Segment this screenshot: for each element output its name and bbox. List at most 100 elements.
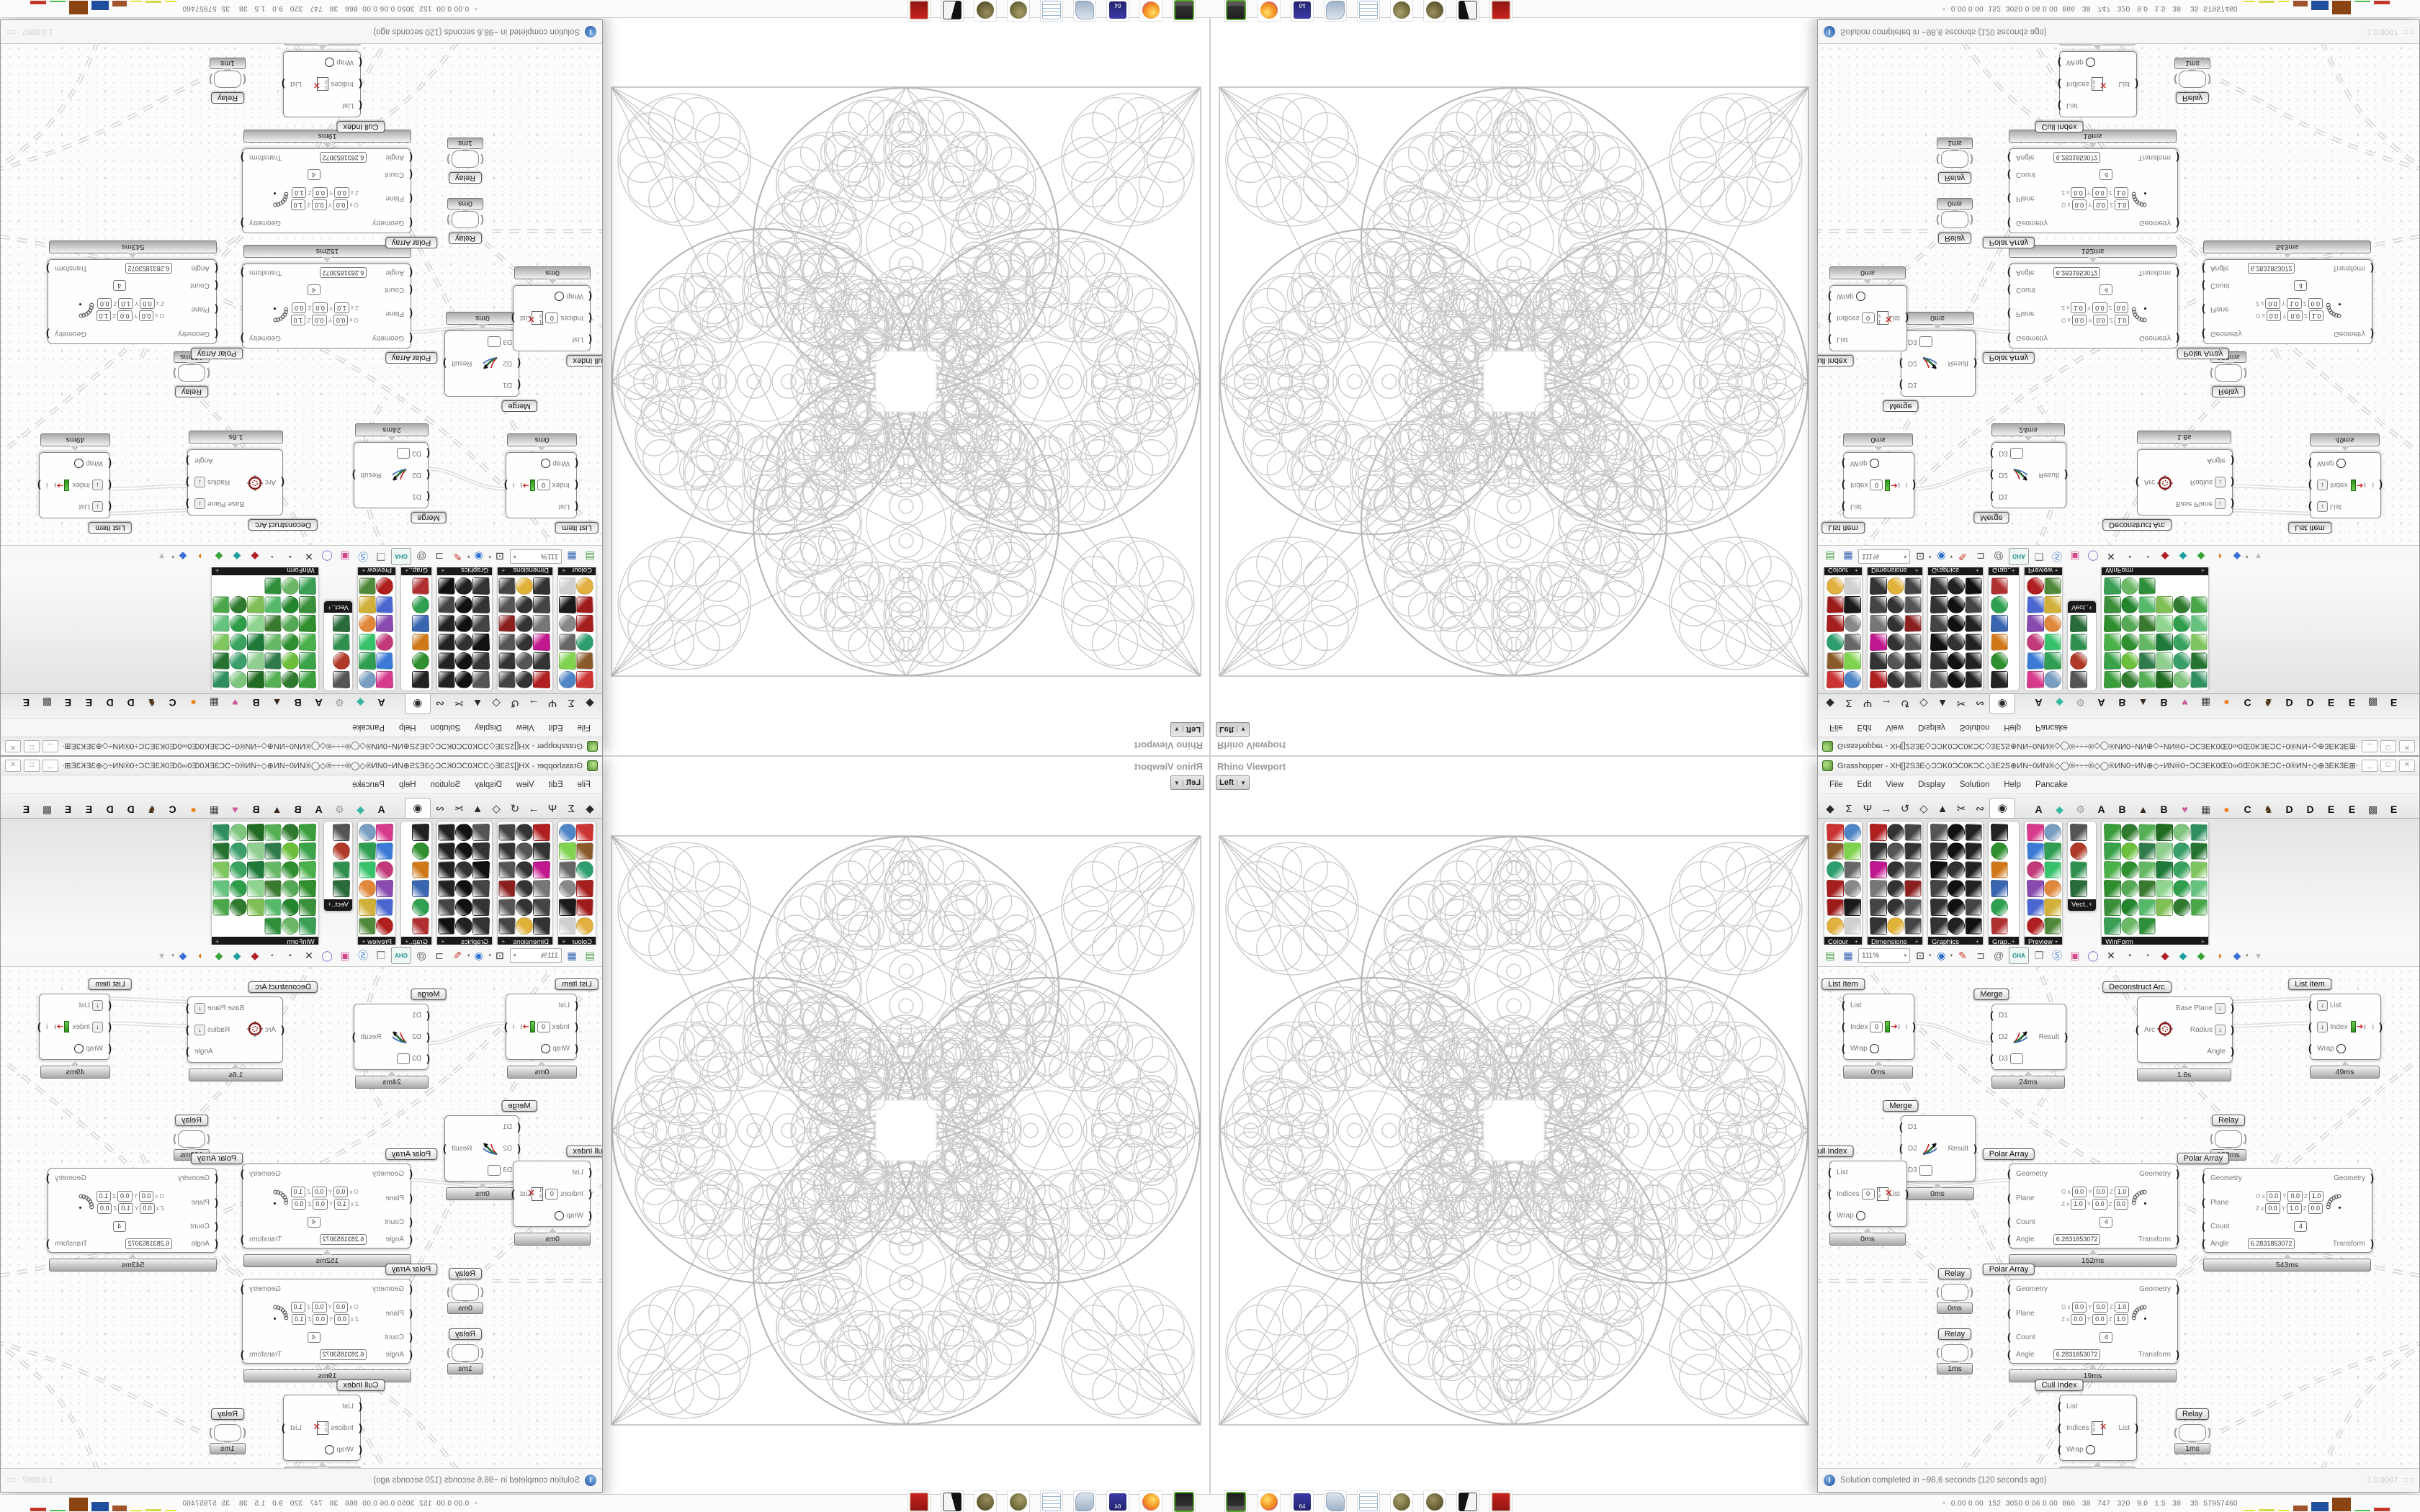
palette-component-icon[interactable] — [1930, 652, 1948, 670]
palette-component-icon[interactable] — [533, 652, 550, 670]
palette-group-label[interactable]: WinForm + — [2102, 567, 2209, 575]
palette-component-icon[interactable] — [1948, 615, 1965, 632]
node-label[interactable]: Relay — [448, 233, 483, 244]
viewport-view-tab[interactable]: Left ▼ — [1170, 775, 1204, 790]
palette-component-icon[interactable] — [229, 671, 247, 688]
tab-mesh[interactable]: ▲ — [1937, 803, 1948, 815]
palette-component-icon[interactable] — [1991, 577, 2008, 595]
output-hook[interactable]: ) — [2064, 469, 2068, 482]
palette-component-icon[interactable] — [1948, 824, 1965, 841]
node-label[interactable]: List Item — [89, 522, 132, 534]
palette-component-icon[interactable] — [376, 615, 394, 632]
node-label[interactable]: List Item — [1821, 522, 1865, 534]
resize-grip-icon[interactable]: ⁙⁙ — [2403, 1476, 2414, 1485]
palette-component-icon[interactable] — [2104, 824, 2122, 841]
output-hook[interactable]: ) — [173, 367, 176, 380]
palette-component-icon[interactable] — [264, 842, 282, 860]
palette-component-icon[interactable] — [1991, 652, 2008, 670]
input-hook[interactable]: ( — [1828, 312, 1832, 325]
palette-component-icon[interactable] — [281, 880, 299, 897]
plugin-tab-4[interactable]: B — [2118, 697, 2126, 708]
tab-curve[interactable]: ↺ — [1900, 803, 1910, 815]
palette-group-label[interactable]: Graphics + — [1928, 937, 1983, 945]
palette-component-icon[interactable] — [533, 880, 550, 897]
plugin-tab-15[interactable]: E — [2348, 697, 2356, 708]
output-hook[interactable]: ) — [186, 1023, 189, 1035]
palette-component-icon[interactable] — [516, 596, 533, 613]
output-hook[interactable]: ) — [46, 1237, 50, 1249]
palette-component-icon[interactable] — [2190, 899, 2208, 916]
taskbar-notepad-icon[interactable] — [1040, 0, 1063, 22]
plane-value[interactable]: 0.0 — [2308, 298, 2323, 309]
menu-item-display[interactable]: Display — [1918, 780, 1945, 789]
taskbar-goat-icon[interactable] — [941, 0, 964, 22]
tray-arrow-icon[interactable]: ^ — [1942, 4, 1945, 12]
tab-sets[interactable]: Ψ — [547, 803, 557, 815]
plugin-tab-5[interactable]: ▲ — [272, 804, 282, 815]
taskbar-firefox-icon[interactable] — [1139, 0, 1162, 22]
palette-component-icon[interactable] — [2104, 861, 2122, 878]
palette-component-icon[interactable] — [246, 652, 264, 670]
output-hook[interactable]: ) — [1905, 312, 1909, 325]
palette-group-label[interactable]: Graphics + — [437, 937, 492, 945]
palette-component-icon[interactable] — [1827, 671, 1844, 688]
gh-canvas[interactable]: List Item(List() Index 0 ➔ i i(Wrap 0ms Merge(D… — [1818, 44, 2419, 545]
input-hook[interactable]: ( — [207, 367, 210, 380]
palette-component-icon[interactable] — [2070, 861, 2087, 878]
palette-component-icon[interactable] — [1948, 596, 1965, 613]
input-hook[interactable]: ( — [2202, 263, 2205, 275]
node-label[interactable]: Relay — [448, 1268, 483, 1279]
plugin-tab-4[interactable]: B — [294, 697, 302, 708]
plane-value[interactable]: 1.0 — [290, 199, 306, 210]
palette-component-icon[interactable] — [376, 880, 394, 897]
palette-component-icon[interactable] — [533, 671, 550, 688]
tab-transform[interactable]: ∾ — [435, 697, 445, 709]
input-hook[interactable]: ( — [2058, 57, 2061, 69]
palette-component-icon[interactable] — [1870, 596, 1887, 613]
palette-component-icon[interactable] — [264, 899, 282, 916]
taskbar-drive-icon[interactable] — [1173, 0, 1196, 22]
palette-component-icon[interactable] — [472, 899, 490, 916]
palette-component-icon[interactable] — [1870, 824, 1887, 841]
palette-component-icon[interactable] — [559, 842, 576, 860]
input-hook[interactable]: ( — [1842, 501, 1845, 513]
close-button[interactable]: ✕ — [2399, 760, 2415, 772]
plugin-tab-4[interactable]: B — [294, 804, 302, 815]
palette-component-icon[interactable] — [1844, 652, 1861, 670]
palette-component-icon[interactable] — [533, 615, 550, 632]
input-hook[interactable]: ( — [2007, 169, 2011, 181]
output-hook[interactable]: ) — [241, 1167, 244, 1179]
node-body[interactable]: () Geometry Geometry(Plane O x 0.0 Y 0.0 Z 1.0 Z … — [2007, 148, 2179, 233]
palette-component-icon[interactable] — [1827, 615, 1844, 632]
palette-component-icon[interactable] — [2043, 899, 2061, 916]
plane-value[interactable]: 1.0 — [96, 310, 112, 321]
palette-component-icon[interactable] — [472, 634, 490, 651]
output-hook[interactable]: ) — [443, 1142, 447, 1154]
input-hook[interactable]: ( — [2058, 1421, 2061, 1434]
plane-value[interactable]: 0.0 — [2071, 1314, 2086, 1325]
palette-component-icon[interactable] — [455, 652, 472, 670]
plugin-tab-11[interactable]: ♞ — [2264, 697, 2273, 708]
palette-group-label[interactable]: WinForm + — [2102, 937, 2209, 945]
palette-component-icon[interactable] — [1930, 861, 1948, 878]
zoom-extents-button[interactable]: ⊡ — [1916, 949, 1924, 961]
palette-group-label[interactable]: WinForm + — [211, 567, 318, 575]
node-body[interactable]: () Geometry Geometry(Plane O x 0.0 Y 0.0 Z 1.0 Z … — [2007, 1164, 2179, 1248]
palette-component-icon[interactable] — [2026, 671, 2044, 688]
palette-group-label[interactable]: Dimensions + — [498, 937, 552, 945]
palette-component-icon[interactable] — [2027, 899, 2044, 916]
palette-component-icon[interactable] — [498, 596, 516, 613]
scroll-caret[interactable]: ▾ — [158, 949, 164, 961]
node-label[interactable]: List Item — [555, 978, 599, 990]
output-hook[interactable]: ) — [2379, 1020, 2383, 1032]
node-body[interactable]: (List() Index 0 ➔ i i(Wrap — [1842, 994, 1916, 1060]
palette-component-icon[interactable] — [455, 596, 472, 613]
taskbar-drive-icon[interactable] — [1224, 1490, 1247, 1512]
palette-component-icon[interactable] — [2026, 861, 2044, 878]
menu-item-help[interactable]: Help — [2004, 780, 2022, 789]
palette-component-icon[interactable] — [264, 577, 282, 595]
plugin-tab-5[interactable]: ▲ — [2138, 804, 2148, 815]
output-hook[interactable]: ) — [1912, 1020, 1916, 1032]
tab-maths[interactable]: Σ — [1845, 697, 1852, 709]
